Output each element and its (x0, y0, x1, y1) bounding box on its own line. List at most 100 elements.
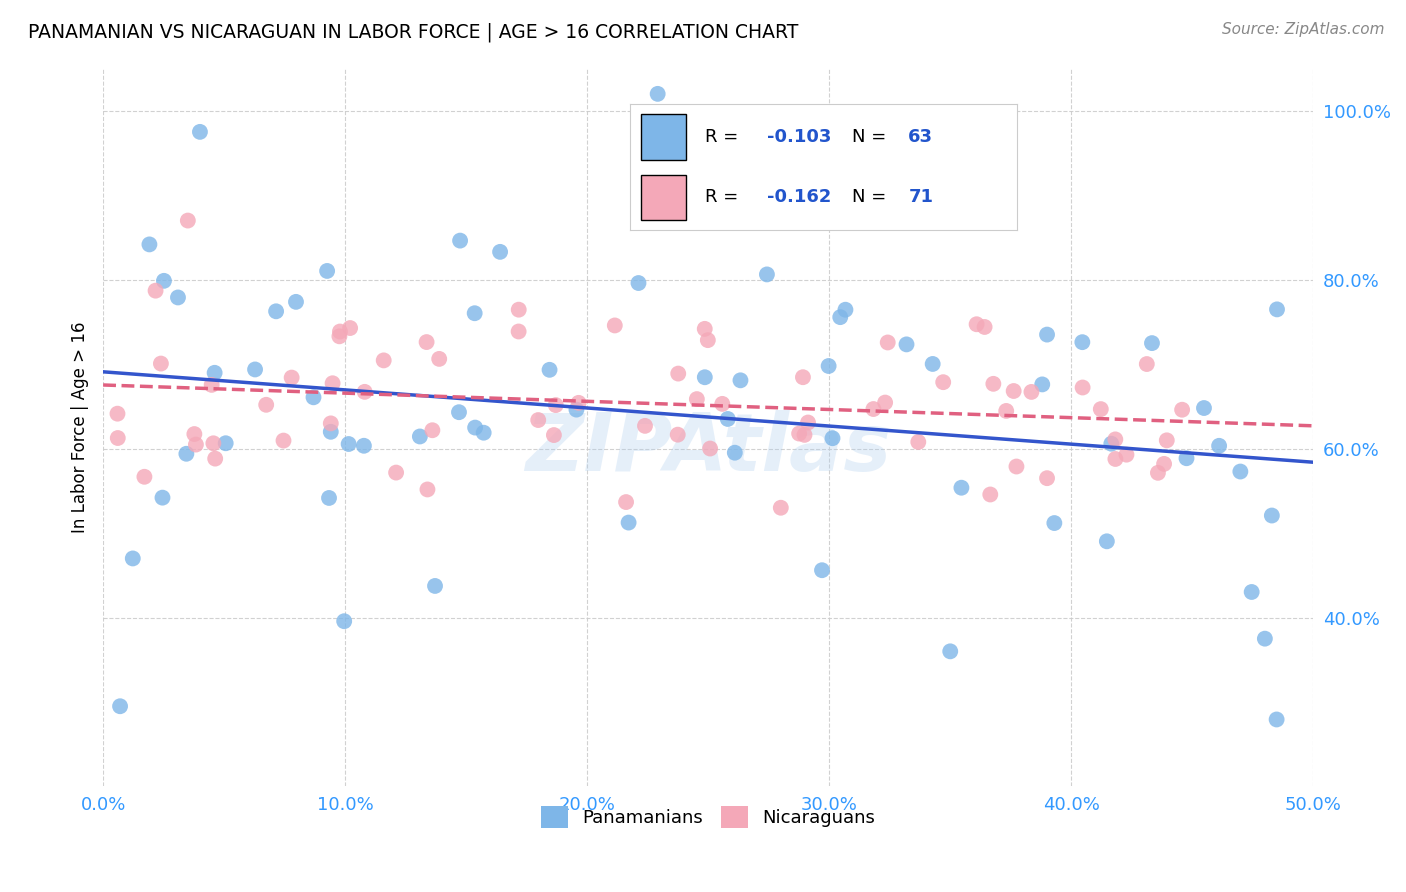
Point (243, 362, 266, 376)
Point (543, 428, 565, 442)
Point (896, 337, 918, 351)
Point (1002, 384, 1025, 398)
Point (373, 353, 395, 368)
Point (1175, 451, 1198, 466)
Point (322, 376, 344, 391)
Point (544, 398, 567, 412)
Point (950, 481, 973, 495)
Point (1104, 452, 1126, 467)
Y-axis label: In Labor Force | Age > 16: In Labor Force | Age > 16 (72, 322, 89, 533)
Point (202, 436, 225, 450)
Point (1265, 713, 1288, 727)
Point (821, 431, 844, 445)
Point (204, 366, 226, 380)
Point (693, 322, 716, 336)
Point (489, 244, 512, 259)
Point (464, 420, 486, 434)
Point (983, 376, 1005, 391)
Point (1171, 402, 1194, 417)
Point (862, 402, 884, 417)
Point (769, 500, 792, 515)
Point (184, 437, 207, 451)
Point (319, 425, 342, 439)
Point (792, 370, 814, 384)
Point (787, 426, 810, 441)
Point (1192, 401, 1215, 415)
Point (817, 359, 839, 373)
Point (699, 442, 721, 456)
Point (730, 373, 752, 387)
Point (333, 614, 356, 628)
Text: ZIPAtlas: ZIPAtlas (524, 410, 891, 488)
Point (472, 425, 495, 440)
Point (318, 491, 340, 505)
Point (834, 302, 856, 317)
Point (1036, 327, 1059, 342)
Point (1104, 433, 1126, 447)
Point (201, 377, 224, 392)
Point (385, 466, 408, 480)
Point (538, 363, 561, 377)
Point (627, 276, 650, 290)
Point (353, 439, 375, 453)
Point (724, 446, 747, 460)
Point (183, 427, 205, 442)
Point (107, 407, 129, 421)
Point (409, 429, 432, 443)
Point (565, 402, 588, 417)
Point (353, 384, 375, 399)
Point (979, 487, 1001, 501)
Point (177, 213, 200, 227)
Point (666, 367, 689, 381)
Point (1005, 459, 1028, 474)
Text: PANAMANIAN VS NICARAGUAN IN LABOR FORCE | AGE > 16 CORRELATION CHART: PANAMANIAN VS NICARAGUAN IN LABOR FORCE … (28, 22, 799, 42)
Point (614, 495, 637, 509)
Point (1099, 436, 1122, 450)
Point (264, 304, 287, 318)
Point (1021, 384, 1043, 399)
Point (273, 434, 295, 448)
Point (876, 335, 898, 350)
Point (204, 451, 226, 466)
Point (1031, 377, 1053, 392)
Point (696, 333, 718, 347)
Point (1136, 357, 1159, 371)
Point (215, 436, 238, 450)
Point (449, 234, 471, 248)
Point (995, 404, 1018, 418)
Point (973, 320, 995, 334)
Point (1140, 336, 1163, 351)
Point (1043, 516, 1066, 530)
Point (966, 318, 988, 332)
Point (176, 447, 198, 461)
Point (932, 375, 955, 389)
Point (427, 351, 450, 366)
Point (108, 699, 131, 714)
Point (167, 290, 190, 304)
Point (416, 483, 439, 497)
Point (811, 563, 834, 577)
Point (647, 87, 669, 101)
Point (1265, 302, 1288, 317)
Point (686, 392, 709, 406)
Point (603, 318, 626, 333)
Point (145, 284, 167, 298)
Point (302, 390, 325, 404)
Point (285, 294, 308, 309)
Point (447, 405, 470, 419)
Point (693, 370, 716, 384)
Point (423, 579, 446, 593)
Point (793, 428, 815, 442)
Point (1115, 448, 1137, 462)
Point (830, 310, 852, 325)
Point (415, 334, 437, 349)
Point (797, 416, 820, 430)
Legend: Panamanians, Nicaraguans: Panamanians, Nicaraguans (534, 798, 883, 835)
Point (1208, 439, 1230, 453)
Point (1153, 457, 1175, 471)
Point (134, 470, 156, 484)
Point (328, 329, 350, 343)
Point (1036, 471, 1059, 485)
Point (717, 412, 740, 426)
Point (1071, 335, 1094, 350)
